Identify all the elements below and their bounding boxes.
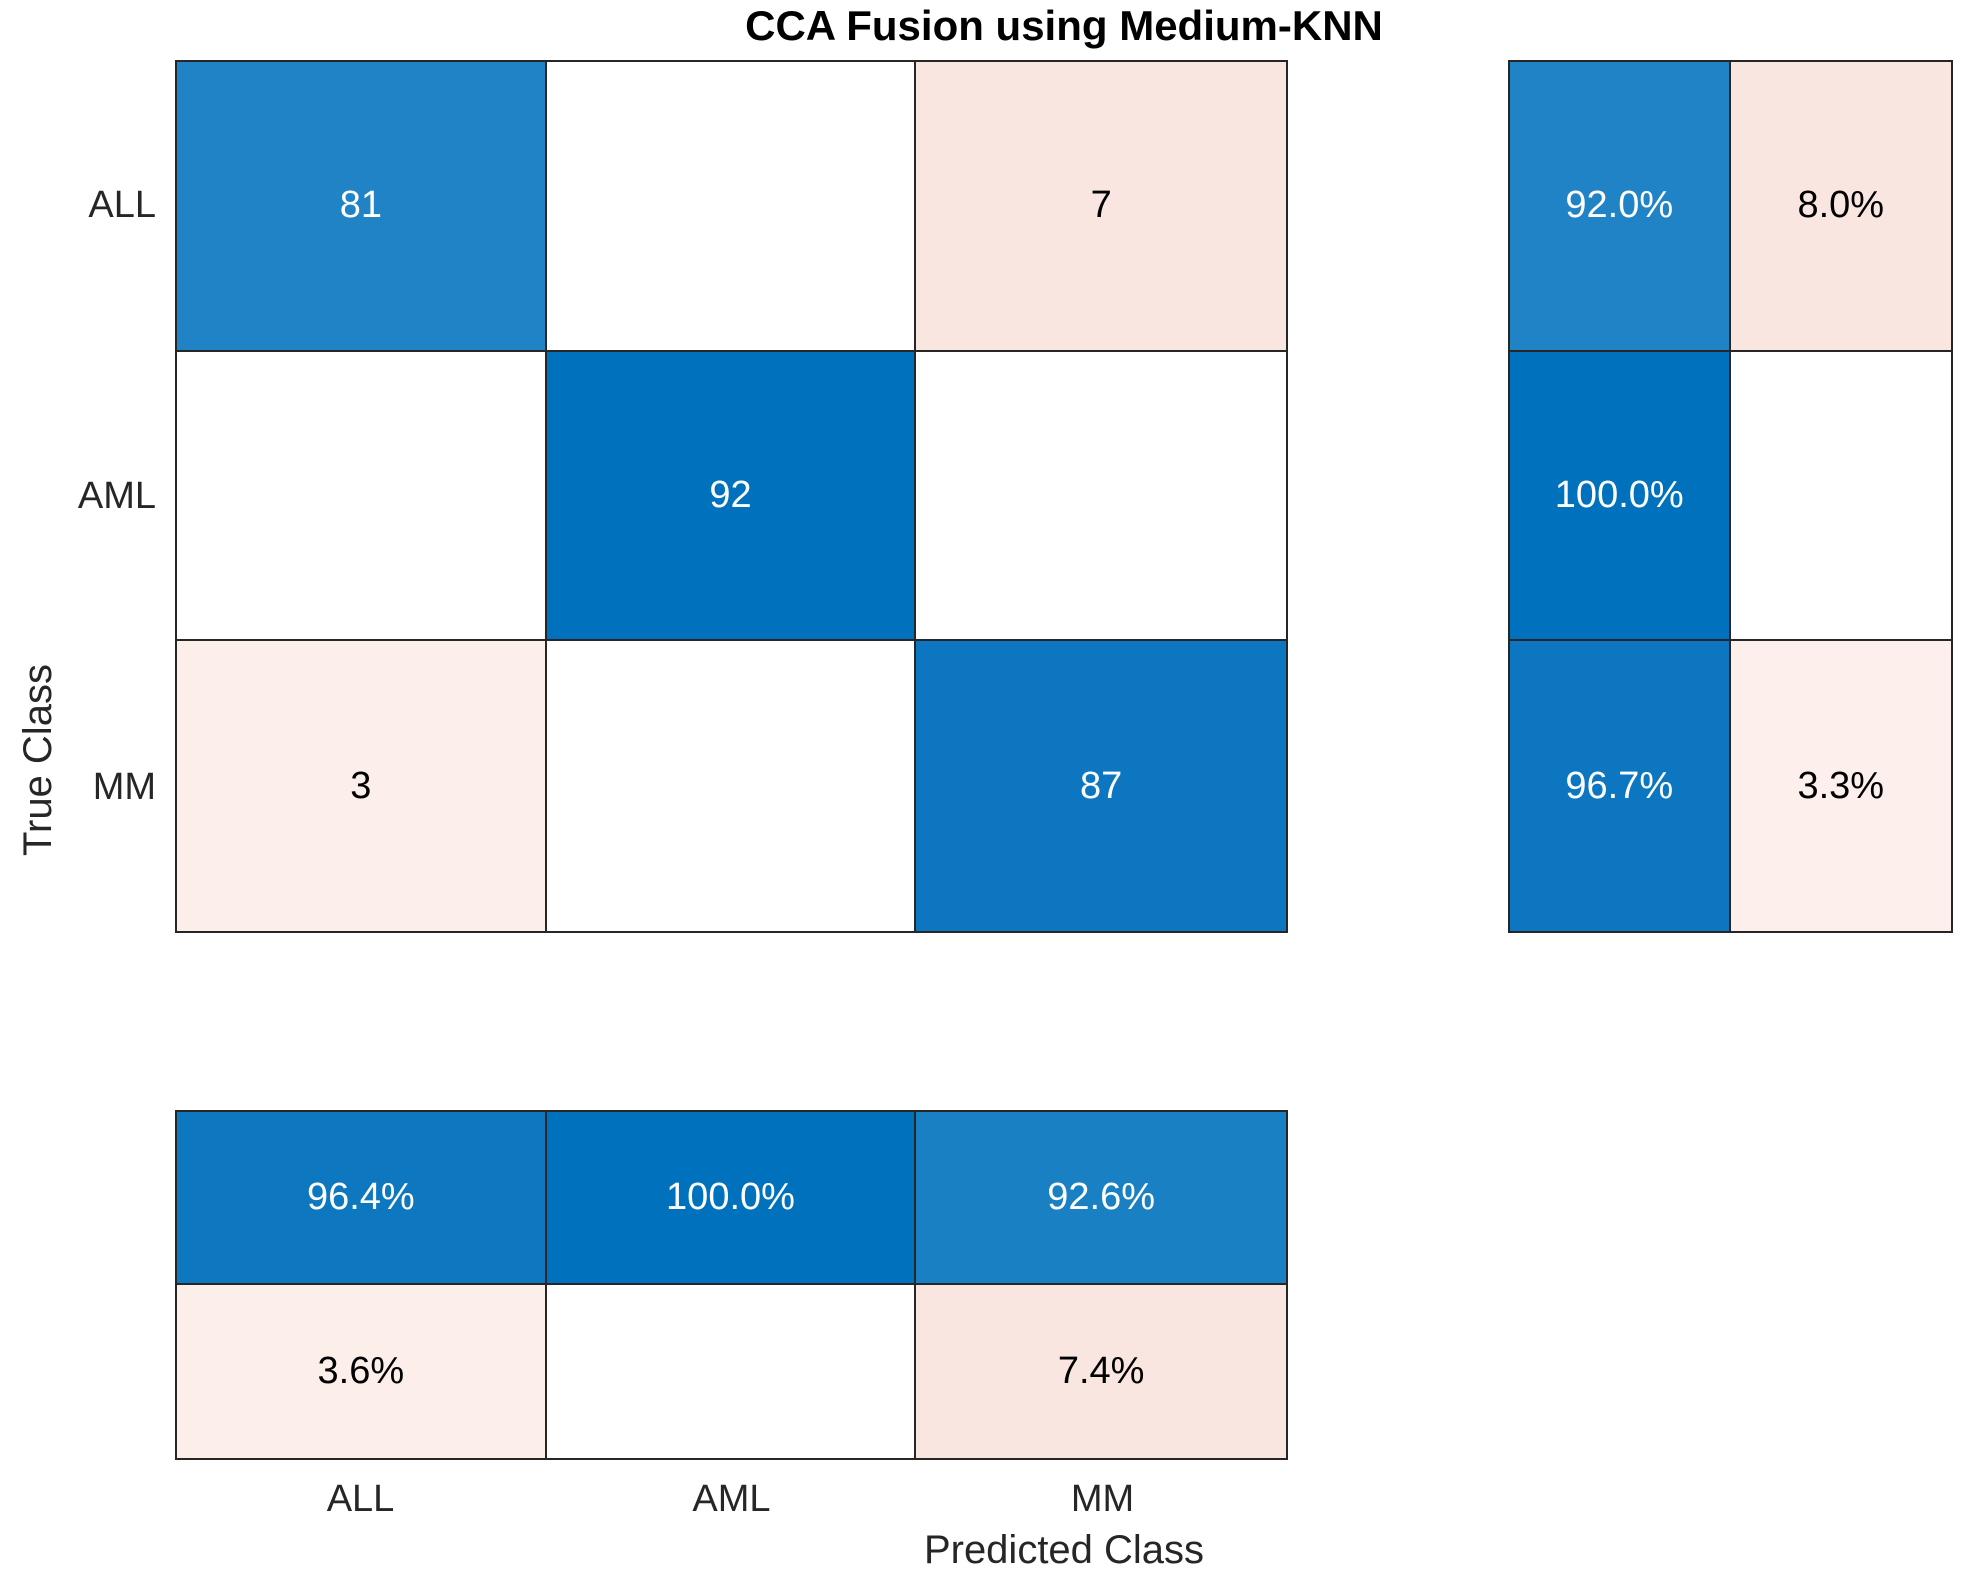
xtick-labels: ALL AML MM — [175, 1472, 1288, 1526]
xtick-label-all: ALL — [326, 1477, 395, 1520]
col-summary-cell-r0c2: 92.6% — [916, 1112, 1286, 1285]
row-summary-cell-r0c1: 8.0% — [1730, 62, 1951, 352]
row-summary-cell-r1c0: 100.0% — [1510, 351, 1731, 642]
column-summary-grid: 96.4% 100.0% 92.6% 3.6% 7.4% — [175, 1110, 1288, 1460]
col-summary-cell-r1c2: 7.4% — [916, 1285, 1286, 1458]
confusion-cell-r2c0: 3 — [177, 641, 547, 931]
col-summary-cell-r1c0: 3.6% — [177, 1285, 547, 1458]
ytick-label-aml: AML — [77, 475, 156, 517]
confusion-cell-r2c1 — [546, 641, 917, 931]
confusion-cell-r1c0 — [177, 351, 547, 642]
col-summary-cell-r1c1 — [546, 1285, 917, 1458]
xtick-label-mm: MM — [1070, 1477, 1135, 1520]
row-summary-cell-r2c1: 3.3% — [1730, 641, 1951, 931]
confusion-cell-r1c1: 92 — [546, 351, 917, 642]
confusion-cell-r1c2 — [916, 351, 1286, 642]
ytick-label-all: ALL — [88, 184, 156, 226]
confusion-cell-r2c2: 87 — [916, 641, 1286, 931]
x-axis-label: Predicted Class — [923, 1528, 1205, 1572]
row-summary-cell-r0c0: 92.0% — [1510, 62, 1731, 352]
xtick-label-aml: AML — [692, 1477, 771, 1520]
row-summary-grid: 92.0% 8.0% 100.0% 96.7% 3.3% — [1508, 60, 1953, 933]
confusion-cell-r0c0: 81 — [177, 62, 547, 352]
confusion-matrix-grid: 81 7 92 3 87 — [175, 60, 1288, 933]
chart-title: CCA Fusion using Medium-KNN — [745, 2, 1383, 49]
col-summary-cell-r0c0: 96.4% — [177, 1112, 547, 1285]
row-summary-cell-r1c1 — [1730, 351, 1951, 642]
row-summary-cell-r2c0: 96.7% — [1510, 641, 1731, 931]
col-summary-cell-r0c1: 100.0% — [546, 1112, 917, 1285]
confusion-cell-r0c1 — [546, 62, 917, 352]
confusion-cell-r0c2: 7 — [916, 62, 1286, 352]
ytick-label-mm: MM — [92, 766, 156, 808]
y-axis-label: True Class — [16, 664, 60, 856]
